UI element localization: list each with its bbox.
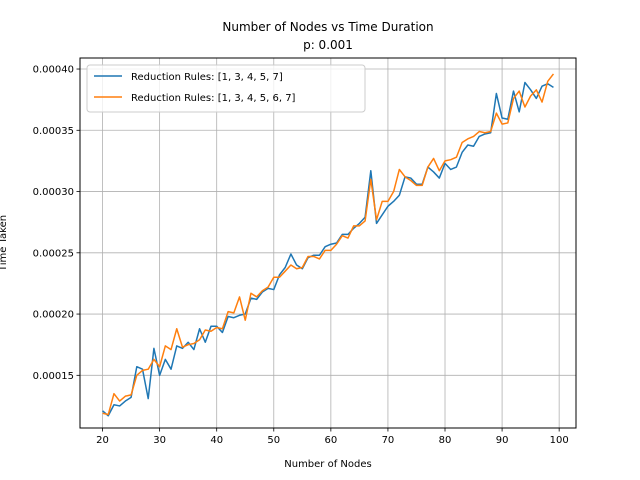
x-tick-label: 90 <box>496 435 509 446</box>
y-tick-label: 0.00040 <box>33 65 74 76</box>
x-tick-label: 20 <box>96 435 109 446</box>
x-tick-label: 40 <box>210 435 223 446</box>
x-tick-label: 70 <box>382 435 395 446</box>
x-tick-label: 50 <box>267 435 280 446</box>
axis-ticks: 20 30 40 50 60 70 80 90 100 0.00015 0.00020 0.00025… <box>33 65 569 446</box>
legend-label-series-2: Reduction Rules: [1, 3, 4, 5, 6, 7] <box>131 93 296 104</box>
x-tick-label: 30 <box>153 435 166 446</box>
legend-label-series-1: Reduction Rules: [1, 3, 4, 5, 7] <box>131 72 283 83</box>
y-tick-label: 0.00030 <box>33 187 74 198</box>
x-tick-label: 80 <box>439 435 452 446</box>
plot-frame <box>79 57 577 429</box>
y-tick-label: 0.00035 <box>33 126 74 137</box>
series-line-2 <box>102 73 555 416</box>
y-tick-label: 0.00020 <box>33 310 74 321</box>
x-tick-label: 100 <box>550 435 569 446</box>
series-line-1 <box>102 81 554 417</box>
y-axis-label: Time Taken <box>0 215 9 272</box>
x-tick-label: 60 <box>324 435 337 446</box>
y-tick-label: 0.00025 <box>33 248 74 259</box>
chart-subtitle: p: 0.001 <box>303 38 353 52</box>
legend: Reduction Rules: [1, 3, 4, 5, 7] Reducti… <box>86 64 366 113</box>
series-layer <box>102 73 555 417</box>
x-axis-label: Number of Nodes <box>284 459 371 470</box>
y-tick-label: 0.00015 <box>33 371 74 382</box>
legend-box <box>86 64 366 113</box>
chart-title: Number of Nodes vs Time Duration <box>222 20 433 34</box>
